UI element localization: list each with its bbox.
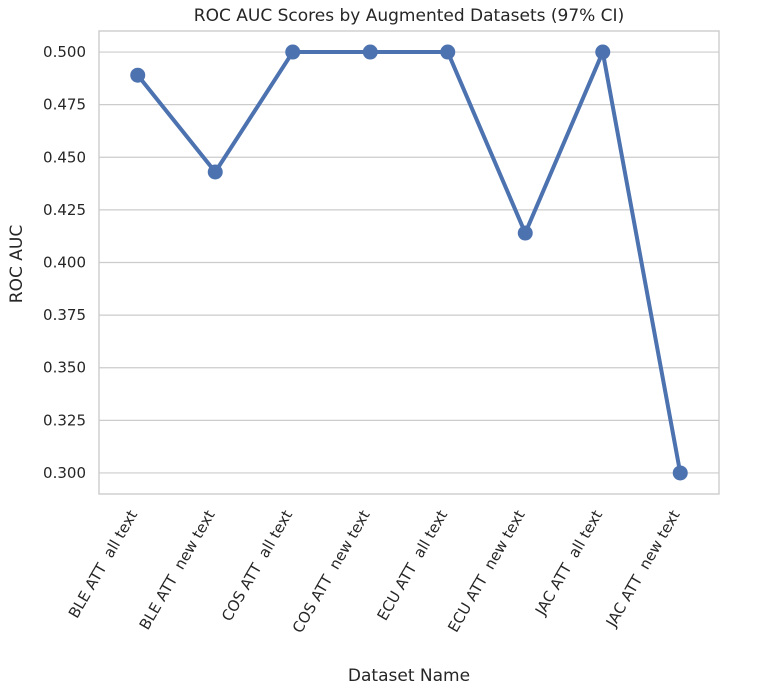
- y-tick-label: 0.500: [43, 43, 86, 61]
- data-point: [440, 44, 456, 60]
- y-tick-label: 0.325: [43, 411, 86, 429]
- x-tick-label: ECU ATT all text: [373, 507, 451, 624]
- x-tick-label: ECU ATT new text: [444, 507, 529, 635]
- series-line: [135, 50, 683, 475]
- x-tick-label: JAC ATT new text: [602, 507, 684, 631]
- data-point: [362, 44, 378, 60]
- x-tick-label: BLE ATT all text: [65, 507, 141, 621]
- y-tick-label: 0.350: [43, 359, 86, 377]
- y-tick-label: 0.375: [43, 306, 86, 324]
- x-tick-label: JAC ATT all text: [531, 507, 606, 619]
- y-tick-label: 0.475: [43, 96, 86, 114]
- plot-frame: [98, 30, 720, 495]
- y-axis-ticks: 0.300 0.325 0.350 0.375 0.400 0.425 0.450 0.475…: [43, 43, 86, 482]
- data-point: [672, 465, 688, 481]
- data-point: [595, 44, 611, 60]
- data-point: [517, 225, 533, 241]
- x-tick-label: COS ATT all text: [218, 507, 296, 624]
- y-tick-label: 0.400: [43, 254, 86, 272]
- x-tick-label: COS ATT new text: [289, 507, 374, 636]
- data-point: [207, 164, 223, 180]
- x-axis-label: Dataset Name: [348, 666, 470, 686]
- data-point: [285, 44, 301, 60]
- y-axis-label: ROC AUC: [7, 225, 27, 303]
- series-layer: [130, 44, 688, 481]
- grid-layer: [99, 51, 719, 474]
- x-tick-label: BLE ATT new text: [136, 507, 219, 633]
- chart-title: ROC AUC Scores by Augmented Datasets (97…: [194, 6, 624, 26]
- y-tick-label: 0.450: [43, 148, 86, 166]
- y-tick-label: 0.425: [43, 201, 86, 219]
- y-tick-label: 0.300: [43, 464, 86, 482]
- data-point: [130, 67, 146, 83]
